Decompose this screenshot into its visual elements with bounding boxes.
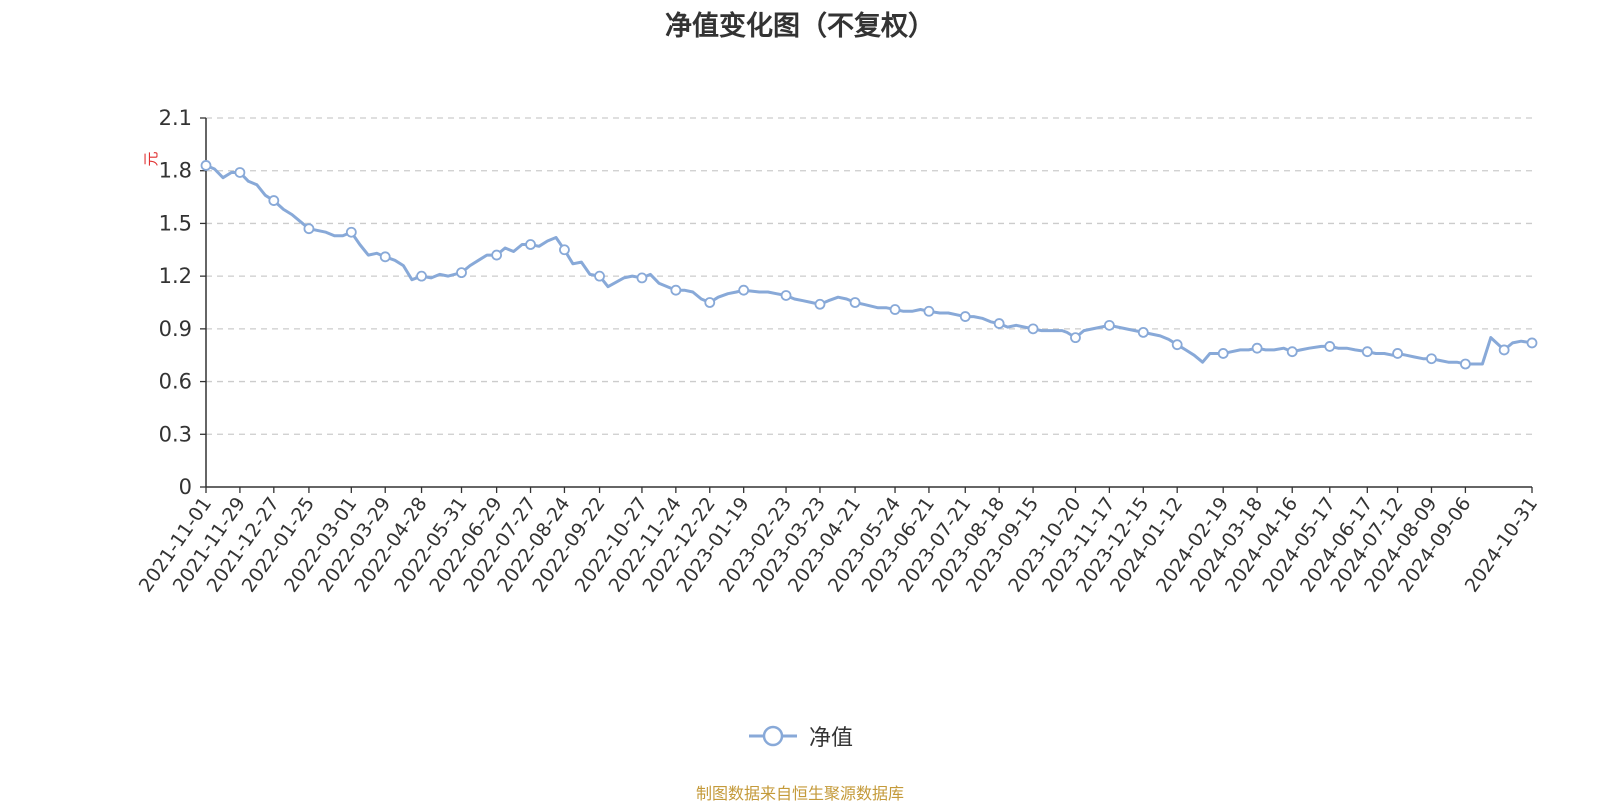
data-point-marker[interactable] — [636, 272, 648, 284]
series-layer — [200, 160, 1538, 370]
data-point-marker[interactable] — [849, 297, 861, 308]
data-point-marker[interactable] — [303, 223, 315, 235]
data-point-marker[interactable] — [1459, 358, 1471, 370]
source-note: 制图数据来自恒生聚源数据库 — [695, 784, 904, 803]
data-point-marker[interactable] — [923, 305, 935, 317]
data-point-marker[interactable] — [1324, 341, 1336, 352]
data-point-marker[interactable] — [1027, 323, 1039, 335]
data-point-marker[interactable] — [1526, 337, 1538, 349]
y-tick-label: 0.6 — [159, 370, 192, 394]
series-line-jingzhi — [205, 164, 1533, 366]
data-point-marker[interactable] — [738, 284, 750, 296]
y-tick-label: 0.9 — [159, 317, 192, 341]
data-point-marker[interactable] — [1103, 319, 1115, 331]
data-point-marker[interactable] — [594, 270, 605, 282]
data-point-marker[interactable] — [704, 297, 716, 308]
data-point-marker[interactable] — [379, 251, 391, 263]
y-tick-label: 2.1 — [159, 106, 192, 130]
data-point-marker[interactable] — [1251, 342, 1263, 354]
data-point-marker[interactable] — [1217, 348, 1229, 359]
data-point-marker[interactable] — [456, 267, 467, 279]
data-point-marker[interactable] — [1070, 332, 1081, 344]
grid-layer — [206, 117, 1532, 435]
data-point-marker[interactable] — [234, 167, 246, 178]
y-tick-label: 1.5 — [159, 211, 192, 235]
data-point-marker[interactable] — [200, 160, 212, 171]
legend-line-marker-icon — [748, 725, 797, 747]
data-point-marker[interactable] — [959, 311, 971, 322]
data-point-marker[interactable] — [416, 270, 427, 282]
data-point-marker[interactable] — [814, 298, 826, 310]
data-point-marker[interactable] — [993, 318, 1005, 329]
y-tick-label: 1.2 — [159, 264, 192, 288]
data-point-marker[interactable] — [1426, 353, 1437, 365]
y-tick-label: 0 — [179, 475, 192, 499]
chart-title: 净值变化图（不复权） — [665, 11, 935, 42]
data-point-marker[interactable] — [1392, 348, 1403, 359]
data-point-marker[interactable] — [1361, 346, 1373, 358]
y-axis-unit-label: 元 — [142, 151, 160, 166]
data-point-marker[interactable] — [345, 226, 357, 238]
data-point-marker[interactable] — [1498, 344, 1510, 356]
y-tick-label: 1.8 — [159, 159, 192, 183]
data-point-marker[interactable] — [1286, 346, 1298, 358]
data-point-marker[interactable] — [1137, 326, 1149, 338]
data-point-marker[interactable] — [1171, 339, 1183, 351]
legend-label: 净值 — [808, 726, 853, 751]
data-point-marker[interactable] — [268, 195, 280, 206]
legend[interactable]: 净值 — [0, 720, 1600, 754]
data-point-marker[interactable] — [780, 290, 792, 301]
data-point-marker[interactable] — [491, 249, 503, 261]
data-point-marker[interactable] — [670, 284, 682, 296]
y-tick-label: 0.3 — [159, 422, 192, 446]
data-point-marker[interactable] — [559, 244, 570, 256]
data-point-marker[interactable] — [525, 239, 536, 250]
data-point-marker[interactable] — [889, 304, 901, 315]
